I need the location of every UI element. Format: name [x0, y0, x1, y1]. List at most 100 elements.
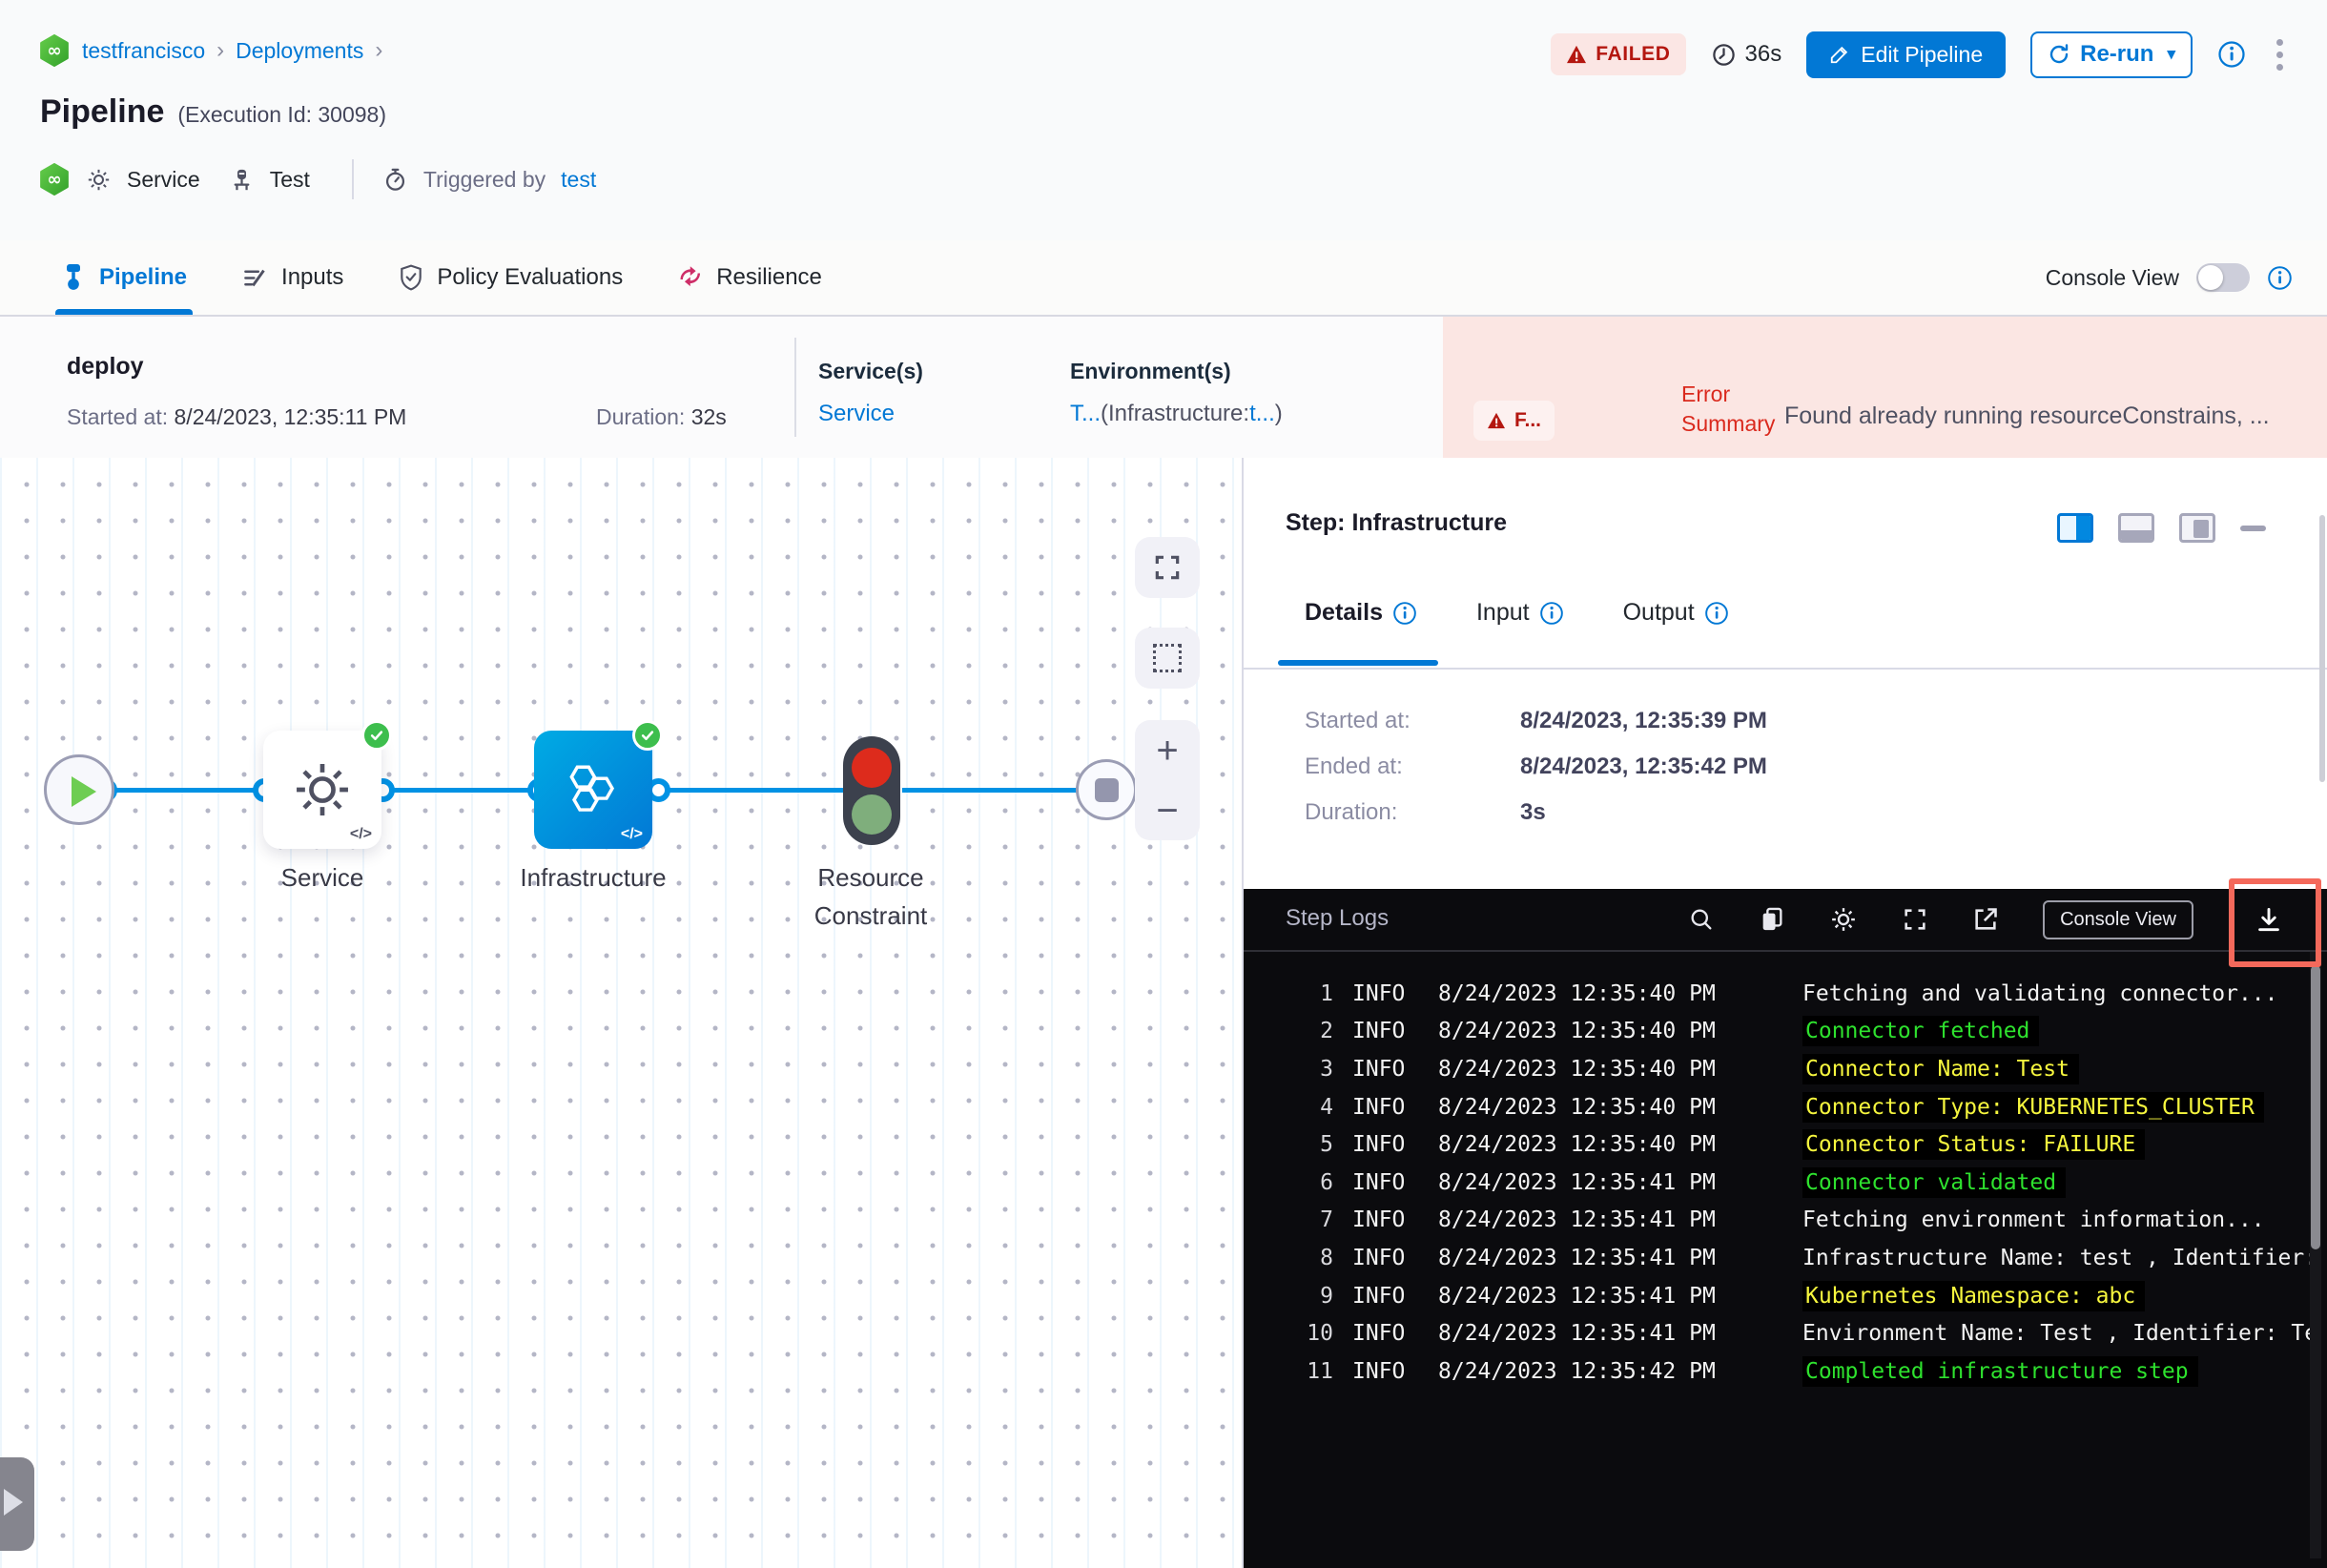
- tab-input[interactable]: Input: [1476, 599, 1564, 627]
- log-line: 2 INFO 8/24/2023 12:35:40 PM Connector fetc…: [1244, 1013, 2327, 1051]
- tab-inputs[interactable]: Inputs: [242, 240, 343, 315]
- logs-console-view-button[interactable]: Console View: [2043, 899, 2193, 939]
- fullscreen-logs-button[interactable]: [1902, 906, 1928, 933]
- panel-scrollbar[interactable]: [2319, 515, 2325, 782]
- log-scrollbar[interactable]: [2311, 965, 2320, 1249]
- tab-resilience[interactable]: Resilience: [678, 240, 822, 315]
- page-title: Pipeline: [40, 93, 165, 130]
- success-check-icon: [632, 720, 663, 751]
- fit-to-screen-button[interactable]: [1135, 537, 1200, 598]
- console-view-control: Console View: [2046, 240, 2293, 315]
- edit-pipeline-button[interactable]: Edit Pipeline: [1806, 31, 2007, 78]
- end-node[interactable]: [1076, 759, 1137, 820]
- zoom-out-button[interactable]: −: [1156, 789, 1179, 832]
- header-actions: FAILED 36s Edit Pipeline Re-run ▾: [1551, 31, 2289, 78]
- marquee-select-button[interactable]: [1135, 628, 1200, 689]
- stage-name: deploy: [67, 353, 144, 380]
- pipeline-graph-canvas[interactable]: </> Service </> Infrastructure Resource: [0, 458, 1242, 1568]
- minimize-panel-button[interactable]: [2240, 525, 2266, 531]
- breadcrumb-org[interactable]: testfrancisco: [82, 37, 206, 63]
- harness-logo-icon: ∞: [38, 163, 71, 196]
- info-icon: [1539, 601, 1563, 625]
- panel-layout-controls: [2057, 513, 2266, 543]
- info-icon[interactable]: [2217, 40, 2246, 69]
- more-options-menu[interactable]: [2271, 33, 2289, 76]
- fullscreen-icon: [1905, 909, 1925, 930]
- info-icon[interactable]: [2267, 265, 2293, 291]
- run-duration: Duration: 32s: [596, 404, 727, 429]
- edge-service-infrastructure: [382, 788, 539, 793]
- bottom-layout-button[interactable]: [2118, 513, 2154, 543]
- infrastructure-step-node[interactable]: </>: [534, 720, 663, 849]
- svg-text:∞: ∞: [47, 41, 61, 61]
- warning-icon: [1567, 45, 1587, 64]
- breadcrumb: ∞ testfrancisco › Deployments ›: [38, 34, 382, 67]
- expand-panel-handle[interactable]: [0, 1457, 34, 1551]
- info-icon: [1704, 601, 1728, 625]
- triggered-by-label: Triggered by: [422, 166, 546, 192]
- gear-icon: [1832, 908, 1855, 931]
- step-ended-at: Ended at: 8/24/2023, 12:35:42 PM: [1305, 753, 1767, 779]
- run-started-at: Started at: 8/24/2023, 12:35:11 PM: [67, 404, 407, 429]
- log-settings-button[interactable]: [1829, 905, 1858, 934]
- rerun-button[interactable]: Re-run ▾: [2030, 31, 2193, 78]
- step-started-at: Started at: 8/24/2023, 12:35:39 PM: [1305, 708, 1767, 733]
- code-glyph: </>: [620, 826, 643, 842]
- environments-value: T...(Infrastructure:t...): [1070, 401, 1283, 426]
- tab-policy-evaluations[interactable]: Policy Evaluations: [399, 240, 623, 315]
- clock-icon: [1712, 43, 1735, 66]
- red-light: [852, 747, 892, 788]
- edge-infrastructure-constraint: [658, 788, 843, 793]
- error-badge-label: F...: [1514, 409, 1542, 431]
- copy-icon: [1762, 907, 1782, 931]
- elapsed-time: 36s: [1711, 41, 1782, 68]
- service-step-node[interactable]: </>: [263, 720, 392, 849]
- warning-icon: [1488, 412, 1505, 429]
- user-desk-icon: [229, 167, 255, 193]
- breadcrumb-deployments[interactable]: Deployments: [236, 37, 364, 63]
- summary-divider: [794, 338, 796, 437]
- services-value-link[interactable]: Service: [818, 401, 896, 426]
- environment-link[interactable]: T...: [1070, 401, 1102, 426]
- stopwatch-icon: [382, 167, 408, 193]
- refresh-icon: [2049, 44, 2069, 64]
- fullscreen-icon: [1155, 555, 1180, 580]
- zoom-in-button[interactable]: +: [1156, 729, 1179, 772]
- error-status-badge: F...: [1473, 401, 1555, 441]
- success-check-icon: [361, 720, 392, 751]
- green-light: [852, 794, 892, 835]
- tab-details[interactable]: Details: [1305, 599, 1417, 627]
- right-split-layout-button[interactable]: [2057, 513, 2093, 543]
- inputs-icon: [244, 269, 265, 286]
- run-summary-left: deploy Started at: 8/24/2023, 12:35:11 P…: [0, 317, 1443, 458]
- copy-logs-button[interactable]: [1759, 906, 1785, 933]
- download-icon: [2258, 907, 2279, 932]
- run-summary-bar: deploy Started at: 8/24/2023, 12:35:11 P…: [0, 317, 2327, 458]
- resource-constraint-node[interactable]: [843, 736, 900, 845]
- log-line: 5 INFO 8/24/2023 12:35:40 PM Connector Stat…: [1244, 1125, 2327, 1164]
- pipeline-icon: [67, 264, 80, 290]
- status-badge-label: FAILED: [1596, 43, 1671, 65]
- start-node[interactable]: [44, 754, 114, 825]
- log-line: 4 INFO 8/24/2023 12:35:40 PM Connector Type…: [1244, 1088, 2327, 1126]
- step-detail-tabs: Details Input Output: [1305, 599, 1729, 627]
- service-meta-label: Service: [127, 166, 200, 192]
- search-logs-button[interactable]: [1688, 906, 1715, 933]
- open-in-new-tab-button[interactable]: [1972, 906, 1999, 933]
- log-line: 11 INFO 8/24/2023 12:35:42 PM Completed inf…: [1244, 1352, 2327, 1391]
- tab-pipeline[interactable]: Pipeline: [54, 240, 194, 315]
- log-line: 6 INFO 8/24/2023 12:35:41 PM Connector vali…: [1244, 1164, 2327, 1202]
- execution-id: (Execution Id: 30098): [177, 102, 387, 127]
- console-view-toggle[interactable]: [2196, 263, 2250, 292]
- triggered-by-user[interactable]: test: [561, 166, 597, 192]
- infrastructure-link[interactable]: t...: [1249, 401, 1275, 426]
- active-tab-underline: [1278, 660, 1438, 666]
- floating-layout-button[interactable]: [2179, 513, 2215, 543]
- log-line: 8 INFO 8/24/2023 12:35:41 PM Infrastructure…: [1320, 1245, 2318, 1270]
- hexagons-icon: [569, 765, 615, 812]
- download-logs-button[interactable]: [2237, 905, 2300, 934]
- elapsed-time-value: 36s: [1744, 41, 1782, 67]
- resource-constraint-node-label: Resource Constraint: [813, 863, 928, 930]
- log-line: 7 INFO 8/24/2023 12:35:41 PM Fetching envir…: [1320, 1207, 2265, 1233]
- tab-output[interactable]: Output: [1623, 599, 1729, 627]
